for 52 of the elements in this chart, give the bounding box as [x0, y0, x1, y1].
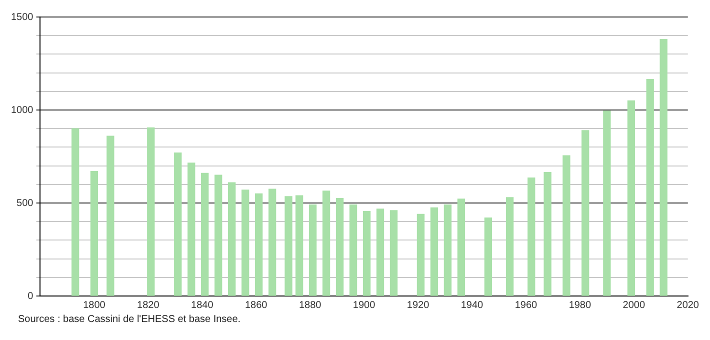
y-tick-label: 1500 — [10, 12, 34, 23]
x-tick-label: 1940 — [460, 300, 484, 311]
x-tick-label: 1900 — [352, 300, 376, 311]
bar — [268, 188, 276, 296]
bar — [562, 155, 570, 296]
bar — [660, 38, 668, 296]
bar — [106, 136, 114, 296]
x-tick-label: 1880 — [298, 300, 322, 311]
bar — [457, 198, 466, 296]
bar — [430, 207, 438, 296]
bar — [349, 204, 358, 296]
bar — [444, 204, 452, 296]
bar — [90, 171, 98, 296]
bar — [376, 208, 384, 296]
bar — [188, 162, 196, 296]
bar — [484, 218, 492, 296]
x-tick-label: 1980 — [568, 300, 592, 311]
bar — [254, 193, 263, 296]
x-tick-label: 1840 — [191, 300, 214, 311]
bar — [71, 128, 80, 296]
x-tick-label: 2000 — [622, 300, 646, 311]
y-tick-label: 500 — [16, 198, 34, 209]
bar — [214, 174, 222, 296]
x-tick-label: 1820 — [137, 300, 160, 311]
bar — [228, 182, 236, 296]
bar — [147, 127, 155, 296]
bar — [506, 197, 514, 296]
y-tick-label: 0 — [28, 290, 34, 302]
x-tick-label: 1960 — [514, 300, 538, 311]
bar — [528, 178, 536, 296]
bar — [284, 196, 292, 296]
bar — [582, 130, 590, 296]
bar — [603, 110, 611, 296]
source-note: Sources : base Cassini de l'EHESS et base Insee. — [18, 314, 242, 325]
bar — [322, 190, 330, 296]
x-tick-label: 1800 — [83, 300, 106, 311]
bar — [646, 78, 654, 296]
bar — [201, 172, 209, 296]
x-tick-label: 1920 — [406, 300, 430, 311]
bar — [416, 214, 425, 296]
x-tick-label: 1860 — [245, 300, 268, 311]
x-tick-label: 2020 — [676, 300, 700, 311]
bar — [242, 190, 250, 296]
bar — [390, 210, 398, 296]
bar — [295, 195, 304, 296]
bar — [362, 211, 371, 296]
bar — [544, 172, 552, 296]
bar — [308, 204, 317, 296]
bar — [627, 100, 636, 296]
y-tick-label: 1000 — [10, 104, 34, 116]
bar — [336, 198, 344, 296]
bar — [174, 152, 182, 296]
